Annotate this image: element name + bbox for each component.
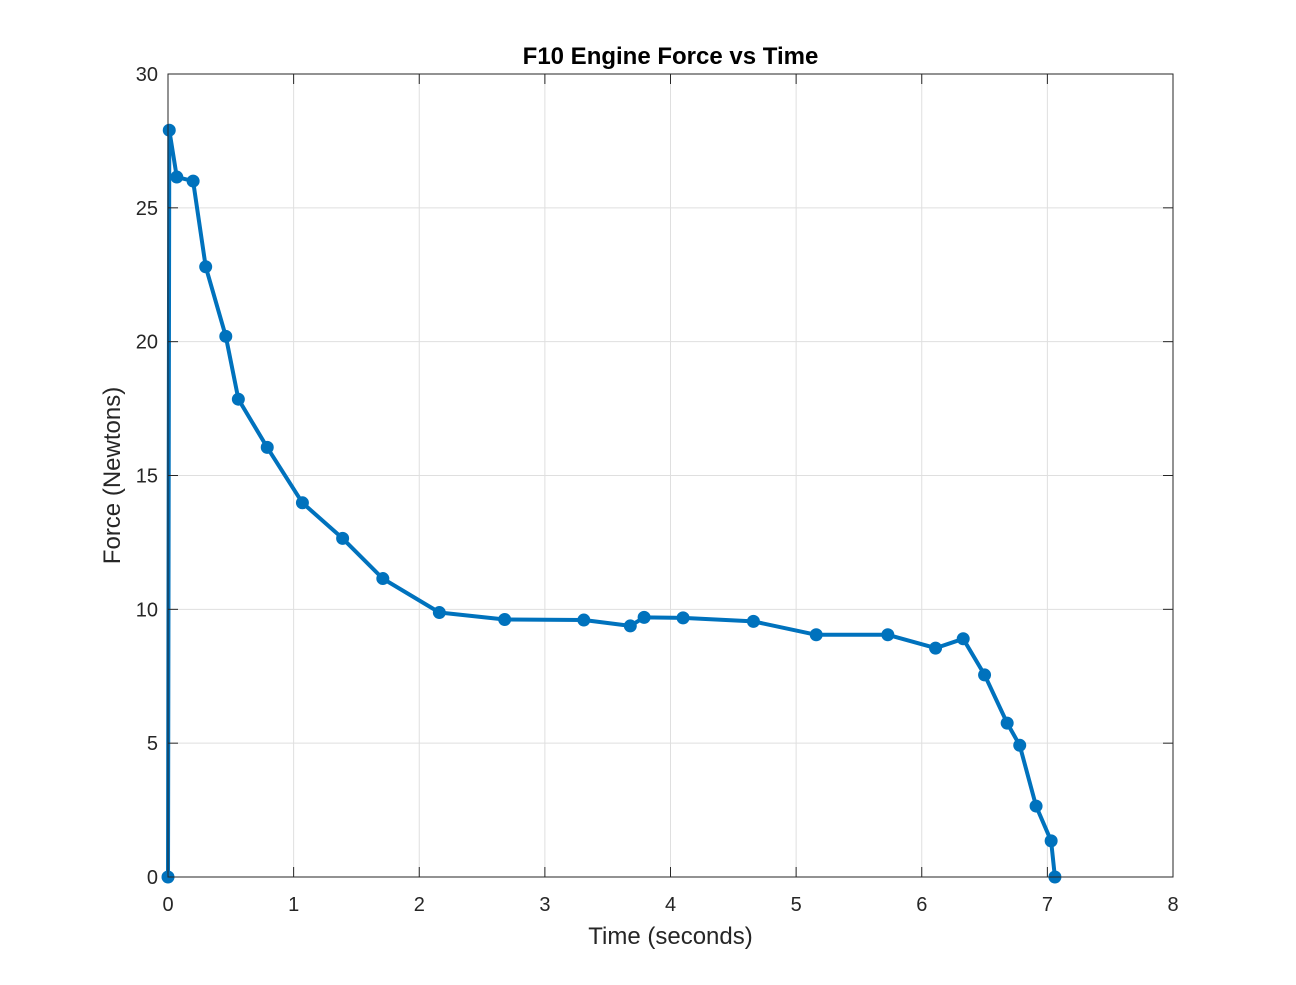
- data-point: [577, 613, 591, 627]
- data-point: [1044, 834, 1058, 848]
- y-tick-label: 10: [136, 599, 158, 621]
- y-tick-label: 15: [136, 466, 158, 488]
- series-line: [166, 128, 1057, 879]
- tick-marks: [167, 73, 1174, 878]
- y-tick-label: 30: [136, 64, 158, 86]
- data-point: [978, 668, 992, 682]
- y-tick-labels: 0 5 10 15 20 25 30: [136, 64, 158, 889]
- x-tick-label: 1: [288, 894, 299, 916]
- data-point: [929, 641, 943, 655]
- data-point: [295, 496, 309, 510]
- data-point: [1013, 738, 1027, 752]
- data-point: [231, 392, 245, 406]
- data-point: [1029, 799, 1043, 813]
- data-point: [186, 174, 200, 188]
- x-tick-label: 8: [1167, 894, 1178, 916]
- x-tick-label: 3: [539, 894, 550, 916]
- chart-title: F10 Engine Force vs Time: [523, 43, 819, 70]
- data-point: [676, 611, 690, 625]
- data-point: [170, 170, 184, 184]
- grid-lines: [168, 74, 1173, 877]
- data-point: [498, 613, 512, 627]
- y-tick-label: 20: [136, 332, 158, 354]
- data-point: [1000, 716, 1014, 730]
- data-point: [809, 628, 823, 642]
- x-tick-label: 2: [414, 894, 425, 916]
- series-group: [161, 123, 1062, 884]
- y-tick-label: 25: [136, 198, 158, 220]
- y-axis-label: Force (Newtons): [99, 387, 126, 564]
- data-point: [956, 632, 970, 646]
- data-point: [336, 531, 350, 545]
- data-point: [623, 619, 637, 633]
- x-tick-label: 0: [162, 894, 173, 916]
- x-tick-label: 5: [791, 894, 802, 916]
- y-tick-label: 5: [147, 733, 158, 755]
- data-point: [746, 614, 760, 628]
- x-tick-label: 7: [1042, 894, 1053, 916]
- y-tick-label: 0: [147, 867, 158, 889]
- data-point: [260, 440, 274, 454]
- data-point: [881, 628, 895, 642]
- x-tick-labels: 0 1 2 3 4 5 6 7 8: [162, 894, 1178, 916]
- data-point: [376, 572, 390, 586]
- x-tick-label: 6: [916, 894, 927, 916]
- data-point: [637, 610, 651, 624]
- data-point: [199, 260, 213, 274]
- x-axis-label: Time (seconds): [588, 923, 752, 950]
- x-tick-label: 4: [665, 894, 676, 916]
- data-point: [432, 606, 446, 620]
- data-point: [219, 329, 233, 343]
- data-point: [162, 123, 176, 137]
